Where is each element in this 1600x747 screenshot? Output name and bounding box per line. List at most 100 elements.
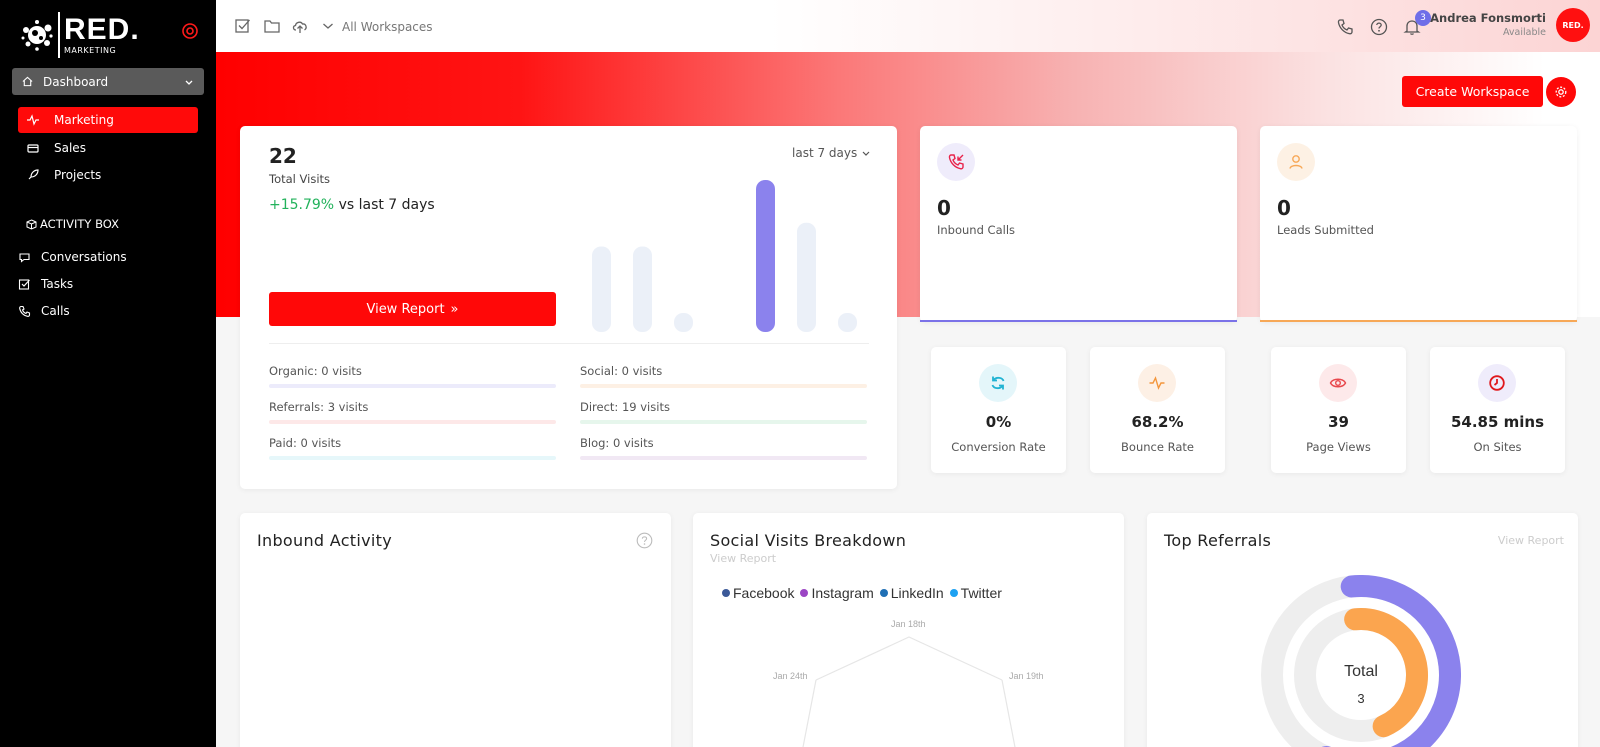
bell-icon[interactable] bbox=[1403, 18, 1421, 36]
sidebar-item-tasks[interactable]: Tasks bbox=[18, 272, 198, 296]
logo-subtext: MARKETING bbox=[64, 46, 117, 55]
sidebar-item-label: Conversations bbox=[41, 250, 127, 264]
radar-axis-label: Jan 19th bbox=[1009, 671, 1044, 681]
icon-circle bbox=[979, 364, 1017, 402]
chart-bar bbox=[592, 246, 611, 332]
chart-bar bbox=[633, 246, 652, 332]
phone-icon[interactable] bbox=[1336, 18, 1354, 36]
leads-submitted-card: 0 Leads Submitted bbox=[1260, 126, 1577, 322]
help-icon[interactable] bbox=[636, 532, 653, 549]
user-status: Available bbox=[1502, 27, 1546, 38]
legend-item-twitter[interactable]: Twitter bbox=[949, 585, 1002, 601]
view-report-link[interactable]: View Report bbox=[1497, 534, 1564, 547]
sidebar-item-projects[interactable]: Projects bbox=[18, 162, 198, 188]
phone-icon bbox=[19, 305, 31, 317]
folder-icon[interactable] bbox=[263, 17, 281, 35]
legend-label: Instagram bbox=[811, 585, 874, 601]
eye-icon bbox=[1329, 378, 1347, 388]
sidebar-item-label: Calls bbox=[41, 304, 70, 318]
view-report-button[interactable]: View Report » bbox=[269, 292, 556, 326]
mini-stat-label: Page Views bbox=[1306, 440, 1371, 454]
mini-stat-value: 68.2% bbox=[1131, 413, 1184, 431]
source-blog: Blog: 0 visits bbox=[580, 436, 867, 460]
sidebar-item-conversations[interactable]: Conversations bbox=[18, 245, 198, 269]
user-icon bbox=[1289, 155, 1303, 169]
activity-icon bbox=[27, 114, 39, 126]
checkbox-icon[interactable] bbox=[234, 17, 252, 35]
donut-total-value: 3 bbox=[1357, 691, 1365, 706]
chat-icon bbox=[19, 252, 30, 263]
view-report-link[interactable]: View Report bbox=[710, 552, 777, 565]
chart-legend: Facebook Instagram LinkedIn Twitter bbox=[722, 585, 1008, 601]
legend-item-facebook[interactable]: Facebook bbox=[722, 585, 794, 601]
on-sites-card: 54.85 mins On Sites bbox=[1430, 347, 1565, 473]
chart-bar bbox=[756, 180, 775, 332]
legend-dot bbox=[949, 589, 958, 597]
top-referrals-card: Top Referrals View Report Total 3 bbox=[1147, 513, 1578, 747]
top-bar: All Workspaces 3 Andrea Fonsmorti Availa… bbox=[216, 0, 1600, 52]
activity-box-heading: ACTIVITY BOX bbox=[26, 217, 119, 231]
rocket-icon bbox=[28, 169, 39, 180]
legend-item-instagram[interactable]: Instagram bbox=[800, 585, 874, 601]
mini-stat-label: Bounce Rate bbox=[1121, 440, 1194, 454]
legend-dot bbox=[722, 589, 730, 597]
chevron-down-icon[interactable] bbox=[319, 17, 337, 35]
avatar[interactable]: RED. bbox=[1556, 8, 1590, 42]
sidebar-item-marketing[interactable]: Marketing bbox=[18, 107, 198, 133]
icon-circle bbox=[1277, 143, 1315, 181]
sidebar-item-label: Tasks bbox=[41, 277, 74, 291]
radar-axis-label: Jan 18th bbox=[891, 619, 926, 629]
legend-item-linkedin[interactable]: LinkedIn bbox=[879, 585, 944, 601]
accent-line bbox=[1260, 320, 1577, 322]
mini-stat-value: 39 bbox=[1328, 413, 1349, 431]
source-label: Organic: 0 visits bbox=[269, 364, 362, 378]
icon-circle bbox=[1138, 364, 1176, 402]
chevron-down-icon bbox=[185, 80, 193, 85]
card-title: Social Visits Breakdown bbox=[710, 531, 907, 550]
user-name[interactable]: Andrea Fonsmorti bbox=[1430, 11, 1546, 25]
visits-growth: +15.79% vs last 7 days bbox=[269, 197, 435, 213]
mini-stat-value: 54.85 mins bbox=[1450, 413, 1545, 431]
sidebar-item-label: Projects bbox=[54, 168, 102, 182]
inbound-activity-card: Inbound Activity bbox=[240, 513, 671, 747]
legend-label: LinkedIn bbox=[890, 585, 944, 601]
icon-circle bbox=[1319, 364, 1357, 402]
create-workspace-button[interactable]: Create Workspace bbox=[1402, 76, 1543, 107]
sidebar-item-label: Sales bbox=[54, 141, 86, 155]
bounce-rate-card: 68.2% Bounce Rate bbox=[1090, 347, 1225, 473]
notification-badge: 3 bbox=[1415, 10, 1431, 26]
help-icon[interactable] bbox=[1370, 18, 1388, 36]
target-icon[interactable] bbox=[181, 22, 199, 40]
logo-text: RED. bbox=[64, 13, 140, 46]
logo-divider bbox=[58, 12, 60, 58]
total-visits-label: Total Visits bbox=[269, 172, 331, 186]
mini-stat-label: On Sites bbox=[1473, 440, 1522, 454]
activity-icon bbox=[1149, 376, 1165, 390]
brand-logo[interactable]: RED. MARKETING bbox=[20, 12, 140, 58]
gear-icon bbox=[1555, 86, 1567, 98]
double-chevron-right-icon: » bbox=[450, 301, 459, 317]
icon-circle bbox=[937, 143, 975, 181]
date-range-select[interactable]: last 7 days bbox=[792, 146, 871, 160]
refresh-icon bbox=[991, 376, 1005, 390]
date-range-label: last 7 days bbox=[792, 146, 858, 160]
logo-splash-icon bbox=[21, 20, 53, 51]
settings-button[interactable] bbox=[1546, 77, 1576, 107]
source-social: Social: 0 visits bbox=[580, 364, 867, 388]
home-icon bbox=[22, 76, 33, 87]
visits-bar-chart bbox=[592, 180, 857, 332]
inbound-calls-card: 0 Inbound Calls bbox=[920, 126, 1237, 322]
total-visits-card: 22 Total Visits +15.79% vs last 7 days l… bbox=[240, 126, 897, 489]
box-icon bbox=[26, 218, 37, 230]
sidebar-item-label: Marketing bbox=[54, 113, 114, 127]
source-label: Referrals: 3 visits bbox=[269, 400, 369, 414]
legend-dot bbox=[800, 589, 809, 597]
workspace-selector[interactable]: All Workspaces bbox=[342, 20, 433, 34]
sidebar-item-calls[interactable]: Calls bbox=[18, 299, 198, 323]
sidebar-item-sales[interactable]: Sales bbox=[18, 135, 198, 161]
upload-cloud-icon[interactable] bbox=[291, 17, 309, 35]
accent-line bbox=[920, 320, 1237, 322]
dashboard-select[interactable]: Dashboard bbox=[12, 68, 204, 95]
legend-dot bbox=[879, 589, 888, 597]
source-bar bbox=[580, 456, 867, 460]
